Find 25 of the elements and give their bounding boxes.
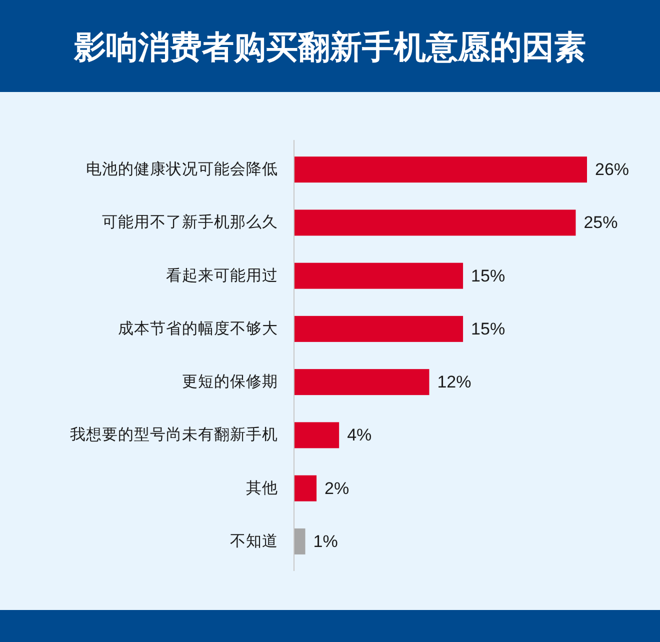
y-tick-label: 其他: [246, 478, 278, 497]
data-label: 15%: [471, 266, 506, 286]
data-label: 25%: [584, 213, 618, 232]
y-tick-label: 不知道: [230, 532, 278, 550]
data-label: 1%: [313, 532, 338, 551]
y-tick-label: 更短的保修期: [182, 372, 278, 391]
data-label: 2%: [324, 478, 350, 498]
data-label: 12%: [437, 372, 472, 392]
data-label: 15%: [471, 319, 506, 338]
chart-title: 影响消费者购买翻新手机意愿的因素: [73, 29, 586, 65]
y-tick-label: 电池的健康状况可能会降低: [86, 160, 278, 178]
bar: [294, 210, 576, 236]
y-tick-label: 成本节省的幅度不够大: [118, 319, 278, 338]
bar: [294, 316, 464, 342]
y-tick-label: 看起来可能用过: [166, 266, 278, 284]
bar: [294, 475, 317, 502]
data-label: 26%: [595, 160, 630, 180]
y-tick-label: 我想要的型号尚未有翻新手机: [70, 426, 278, 444]
data-label: 4%: [347, 426, 372, 445]
bar: [294, 369, 430, 396]
bar: [294, 156, 587, 183]
bar: [294, 528, 306, 554]
bar: [294, 422, 340, 448]
bar: [294, 262, 464, 289]
y-tick-label: 可能用不了新手机那么久: [102, 213, 278, 232]
